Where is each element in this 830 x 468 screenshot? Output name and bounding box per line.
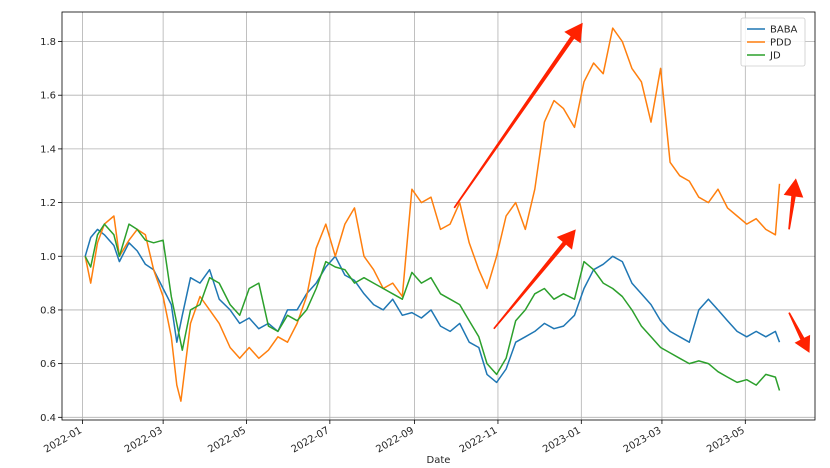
x-tick-label: 2023-05	[705, 425, 747, 455]
y-tick-label: 0.4	[40, 413, 56, 424]
x-tick-label: 2022-09	[374, 425, 416, 455]
legend-label-baba: BABA	[770, 25, 798, 36]
x-axis-label: Date	[427, 455, 451, 466]
annotation-arrow	[788, 312, 811, 353]
legend-box	[740, 17, 806, 67]
y-tick-label: 0.6	[40, 359, 56, 370]
series-lines	[84, 27, 781, 402]
legend-label-jd: JD	[769, 51, 781, 62]
x-tick-label: 2023-01	[541, 425, 583, 455]
x-tick-label: 2022-05	[206, 425, 248, 455]
y-tick-label: 0.8	[40, 305, 56, 316]
legend-label-pdd: PDD	[770, 38, 792, 49]
y-tick-label: 1.6	[40, 91, 56, 102]
x-axis-ticks: 2022-01 2022-03 2022-05 2022-07 2022-09 2022-…	[42, 420, 747, 455]
annotation-arrow	[783, 178, 804, 230]
x-tick-label: 2022-01	[42, 425, 84, 455]
y-axis-ticks: 0.4 0.6 0.8 1.0 1.2 1.4 1.6 1.8	[40, 37, 62, 424]
x-tick-label: 2022-11	[458, 425, 500, 455]
y-tick-label: 1.0	[40, 252, 56, 263]
legend: BABA PDD JD	[740, 17, 806, 67]
y-tick-label: 1.2	[40, 198, 56, 209]
series-line-pdd	[84, 27, 781, 402]
annotation-arrow	[493, 229, 576, 330]
x-tick-label: 2023-03	[622, 425, 664, 455]
plot-frame	[61, 11, 816, 421]
grid-lines	[62, 12, 815, 420]
annotation-arrows	[453, 22, 811, 353]
x-tick-label: 2022-07	[290, 425, 332, 455]
x-tick-label: 2022-03	[123, 425, 165, 455]
annotation-arrow	[453, 22, 583, 209]
series-line-baba	[84, 228, 781, 384]
y-tick-label: 1.8	[40, 37, 56, 48]
y-tick-label: 1.4	[40, 144, 56, 155]
series-line-jd	[84, 223, 781, 391]
